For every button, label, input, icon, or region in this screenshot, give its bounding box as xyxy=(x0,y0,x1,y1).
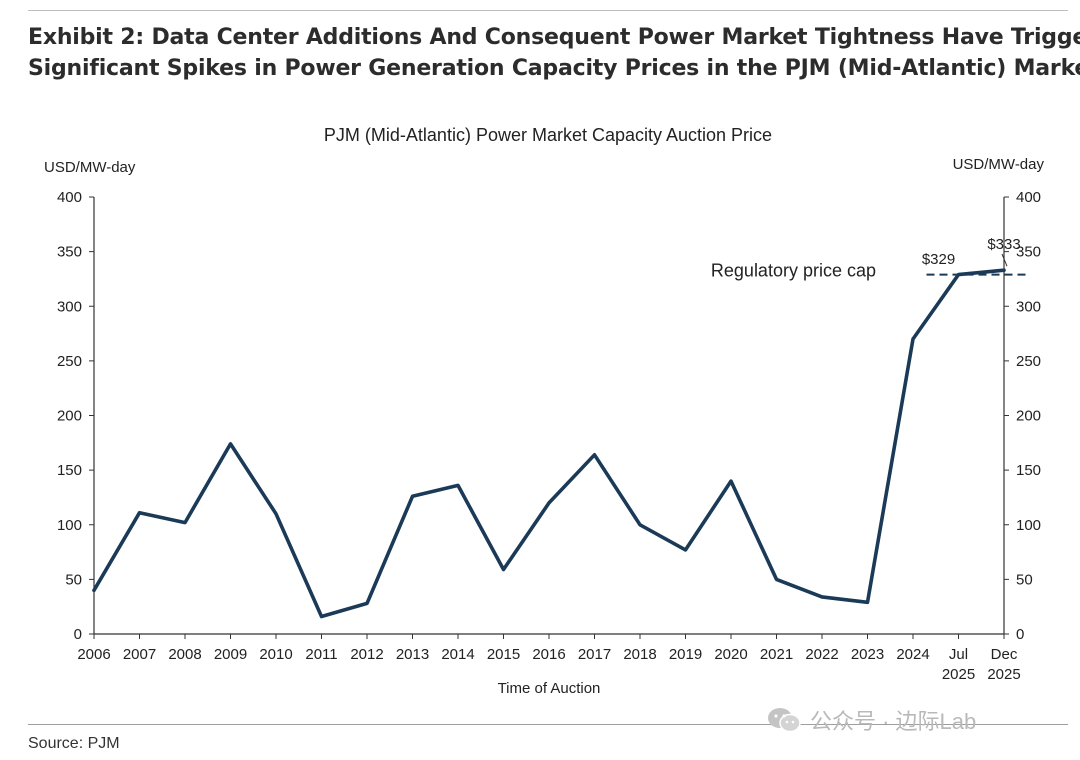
y-tick-label-left: 300 xyxy=(57,298,82,315)
x-tick-label: 2016 xyxy=(532,646,565,663)
data-point xyxy=(502,568,506,572)
x-tick-label: 2019 xyxy=(669,646,702,663)
x-tick-label: 2022 xyxy=(805,646,838,663)
data-point xyxy=(183,521,187,525)
x-tick-label: 2012 xyxy=(350,646,383,663)
data-point xyxy=(593,453,597,457)
y-tick-label-right: 300 xyxy=(1016,298,1041,315)
x-tick-label: 2011 xyxy=(305,646,337,663)
y-tick-label-right: 150 xyxy=(1016,462,1041,479)
data-label-329: $329 xyxy=(922,251,955,268)
source-note: Source: PJM xyxy=(28,735,120,752)
data-point xyxy=(957,273,961,277)
y-tick-label-right: 200 xyxy=(1016,408,1041,425)
bottom-rule xyxy=(28,724,1068,725)
watermark-text: 公众号 · 边际Lab xyxy=(810,709,977,734)
data-point xyxy=(229,442,233,446)
x-tick-label: 2024 xyxy=(896,646,929,663)
data-label-333-leader xyxy=(1001,253,1008,267)
x-tick-label: 2017 xyxy=(578,646,611,663)
x-tick-label: 2021 xyxy=(760,646,793,663)
data-point xyxy=(547,501,551,505)
y-tick-label-right: 50 xyxy=(1016,571,1033,588)
x-tick-label: 2010 xyxy=(259,646,292,663)
y-tick-label-left: 100 xyxy=(57,517,82,534)
data-point xyxy=(775,577,779,581)
y-tick-label-right: 0 xyxy=(1016,626,1024,643)
data-point xyxy=(684,548,688,552)
y-tick-label-left: 50 xyxy=(65,571,82,588)
x-axis-title: Time of Auction xyxy=(498,680,601,697)
data-point xyxy=(911,337,915,341)
data-point xyxy=(320,615,324,619)
x-tick-label: 2006 xyxy=(77,646,110,663)
x-tick-label: Dec xyxy=(991,646,1018,663)
y-tick-label-right: 100 xyxy=(1016,517,1041,534)
y-tick-label-left: 150 xyxy=(57,462,82,479)
data-point xyxy=(456,483,460,487)
y-tick-label-right: 400 xyxy=(1016,189,1041,206)
headline-line-2: Significant Spikes in Power Generation C… xyxy=(28,56,1080,81)
y-tick-label-right: 250 xyxy=(1016,353,1041,370)
y-tick-label-right: 350 xyxy=(1016,244,1041,261)
x-tick-label: 2025 xyxy=(987,666,1020,683)
data-point xyxy=(866,600,870,604)
data-point xyxy=(274,512,278,516)
y-tick-label-left: 200 xyxy=(57,408,82,425)
data-point xyxy=(1002,268,1006,272)
x-tick-label: 2023 xyxy=(851,646,884,663)
x-tick-label: 2007 xyxy=(123,646,156,663)
x-tick-label: 2008 xyxy=(168,646,201,663)
data-point xyxy=(820,595,824,599)
x-tick-label: 2025 xyxy=(942,666,975,683)
x-tick-label: Jul xyxy=(949,646,968,663)
x-tick-label: 2018 xyxy=(623,646,656,663)
y-tick-label-left: 400 xyxy=(57,189,82,206)
watermark: 公众号 · 边际Lab xyxy=(766,704,976,736)
y-axis-label-right: USD/MW-day xyxy=(953,156,1045,173)
headline-line-1: Exhibit 2: Data Center Additions And Con… xyxy=(28,25,1080,50)
data-point xyxy=(365,601,369,605)
x-tick-label: 2013 xyxy=(396,646,429,663)
capacity-price-chart: PJM (Mid-Atlantic) Power Market Capacity… xyxy=(44,125,1045,697)
y-tick-label-left: 350 xyxy=(57,244,82,261)
chart-title: PJM (Mid-Atlantic) Power Market Capacity… xyxy=(324,125,772,145)
x-tick-label: 2009 xyxy=(214,646,247,663)
y-tick-label-left: 250 xyxy=(57,353,82,370)
price-cap-label: Regulatory price cap xyxy=(711,261,876,281)
wechat-icon xyxy=(768,708,801,733)
x-tick-label: 2015 xyxy=(487,646,520,663)
top-rule xyxy=(28,10,1068,11)
y-axis-label-left: USD/MW-day xyxy=(44,159,136,176)
data-point xyxy=(92,588,96,592)
x-tick-label: 2014 xyxy=(441,646,474,663)
exhibit-headline: Exhibit 2: Data Center Additions And Con… xyxy=(28,22,1080,84)
price-series-line xyxy=(92,268,1006,619)
data-point xyxy=(411,494,415,498)
data-point xyxy=(729,479,733,483)
x-tick-label: 2020 xyxy=(714,646,747,663)
y-tick-label-left: 0 xyxy=(74,626,82,643)
data-label-333: $333 xyxy=(987,236,1020,253)
data-point xyxy=(638,523,642,527)
data-point xyxy=(138,511,142,515)
